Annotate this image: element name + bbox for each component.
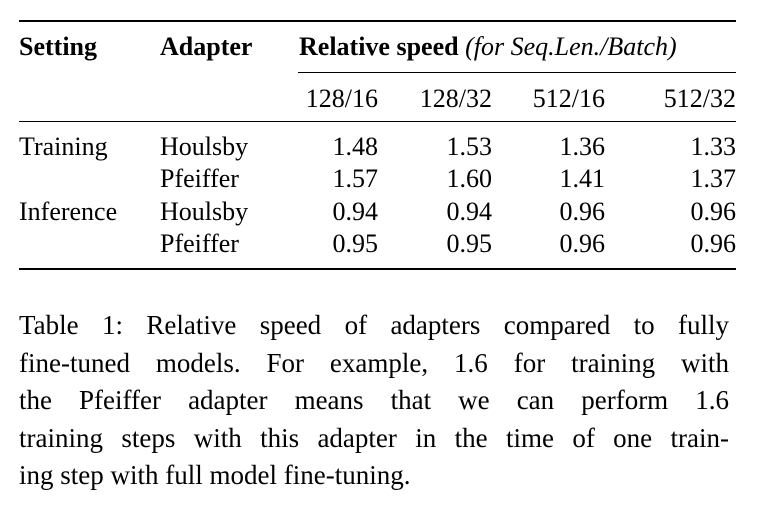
header-col-4: 512/32	[663, 84, 736, 113]
row-adapter: Pfeiffer	[160, 229, 239, 258]
cell: 0.96	[559, 229, 606, 258]
cell: 0.95	[446, 229, 493, 258]
row-setting: Inference	[19, 197, 118, 226]
header-col-3: 512/16	[532, 84, 605, 113]
row-setting: Training	[19, 132, 108, 161]
cell: 0.94	[332, 197, 379, 226]
table-top-rule	[19, 20, 736, 22]
header-adapter: Adapter	[160, 32, 253, 61]
cell: 1.48	[332, 132, 379, 161]
cell: 0.96	[690, 229, 737, 258]
cell: 1.57	[332, 164, 379, 193]
caption-line: training steps with this adapter in the …	[19, 422, 729, 453]
caption-line: fine-tuned models. For example, 1.6 for …	[19, 347, 729, 378]
caption-line: Table 1: Relative speed of adapters comp…	[19, 310, 729, 340]
header-col-1: 128/16	[305, 84, 378, 113]
table-caption: Table 1: Relative speed of adapters comp…	[19, 307, 729, 495]
cell: 1.53	[446, 132, 493, 161]
cell: 1.36	[559, 132, 606, 161]
row-adapter: Houlsby	[160, 132, 249, 161]
caption-line: the Pfeiffer adapter means that we can p…	[19, 385, 729, 415]
row-adapter: Houlsby	[160, 197, 249, 226]
header-relative-speed-label: Relative speed	[299, 32, 459, 61]
header-col-2: 128/32	[419, 84, 492, 113]
header-relative-speed: Relative speed (for Seq.Len./Batch)	[299, 32, 677, 62]
cell: 0.96	[559, 197, 606, 226]
caption-line: ing step with full model fine-tuning.	[19, 460, 411, 490]
cell: 0.94	[446, 197, 493, 226]
header-relative-speed-note: (for Seq.Len./Batch)	[465, 32, 677, 61]
cell: 0.96	[690, 197, 737, 226]
cell: 1.33	[690, 132, 737, 161]
table-bottom-rule	[19, 268, 736, 270]
cell: 1.37	[690, 164, 737, 193]
row-adapter: Pfeiffer	[160, 164, 239, 193]
cell: 1.41	[559, 164, 606, 193]
cell: 1.60	[446, 164, 493, 193]
header-setting: Setting	[19, 32, 97, 61]
header-cmidrule	[298, 72, 736, 73]
header-bottom-rule	[19, 121, 736, 122]
cell: 0.95	[332, 229, 379, 258]
